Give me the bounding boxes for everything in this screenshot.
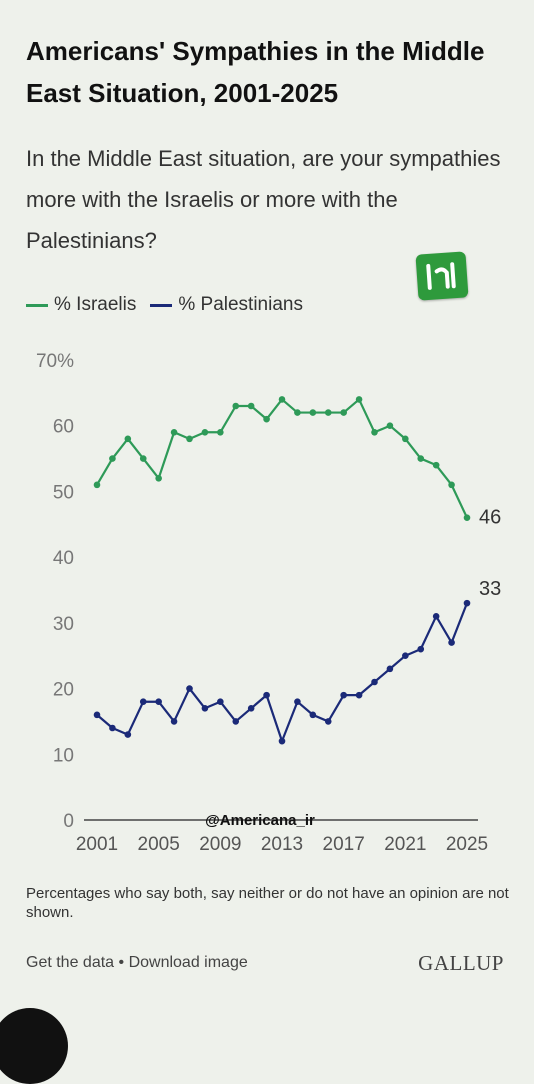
data-point-palestinians — [324, 718, 332, 725]
link-separator: • — [114, 954, 129, 971]
watermark-text: @Americana_ir — [205, 812, 315, 829]
data-point-israelis — [232, 402, 240, 410]
y-tick-label: 60 — [53, 417, 74, 438]
x-tick-label: 2017 — [323, 834, 365, 855]
chart-title: Americans' Sympathies in the Middle East… — [26, 36, 485, 108]
y-tick-label: 20 — [53, 680, 74, 701]
data-point-israelis — [109, 455, 116, 462]
data-point-israelis — [247, 402, 255, 410]
y-tick-label: 40 — [53, 548, 74, 569]
series-line-palestinians — [96, 602, 469, 743]
data-point-israelis — [355, 396, 363, 403]
data-point-palestinians — [247, 704, 255, 712]
data-point-palestinians — [155, 698, 162, 706]
data-point-israelis — [371, 428, 378, 436]
data-point-palestinians — [232, 718, 240, 725]
chart-subtitle: In the Middle East situation, are your s… — [26, 146, 501, 253]
legend-swatch-palestinians — [150, 303, 173, 307]
data-point-palestinians — [309, 711, 317, 719]
legend-item-israelis: % Israelis — [26, 294, 136, 316]
x-tick-label: 2013 — [261, 834, 303, 855]
data-point-israelis — [186, 435, 193, 443]
logo-badge-icon — [415, 251, 469, 301]
legend-item-palestinians: % Palestinians — [150, 294, 303, 316]
x-tick-label: 2009 — [199, 834, 241, 855]
end-label-israelis: 46 — [479, 507, 501, 529]
data-point-israelis — [402, 435, 409, 443]
data-point-palestinians — [432, 612, 440, 620]
data-point-israelis — [463, 514, 471, 522]
x-tick-label: 2025 — [446, 834, 488, 855]
footnote: Percentages who say both, say neither or… — [26, 885, 509, 921]
legend-swatch-israelis — [26, 303, 48, 307]
data-point-israelis — [155, 474, 162, 482]
data-point-palestinians — [93, 711, 101, 719]
data-point-palestinians — [294, 698, 301, 706]
data-point-israelis — [93, 481, 101, 489]
data-point-palestinians — [201, 704, 209, 712]
y-tick-label: 50 — [53, 482, 74, 503]
download-image-link[interactable]: Download image — [128, 954, 248, 971]
x-tick-label: 2005 — [138, 834, 180, 855]
data-point-israelis — [217, 428, 224, 436]
data-point-israelis — [417, 455, 425, 462]
avatar[interactable] — [0, 1008, 68, 1084]
data-point-palestinians — [463, 599, 471, 607]
data-point-palestinians — [124, 731, 132, 738]
legend-label-israelis: % Israelis — [54, 294, 137, 315]
series-line-israelis — [96, 398, 468, 519]
data-point-palestinians — [278, 737, 286, 745]
data-point-israelis — [386, 422, 394, 430]
data-point-israelis — [294, 409, 301, 416]
data-point-palestinians — [355, 691, 363, 699]
y-tick-label: 30 — [53, 614, 74, 635]
data-point-palestinians — [386, 665, 394, 673]
data-point-palestinians — [263, 691, 270, 699]
data-point-palestinians — [217, 698, 224, 706]
data-point-israelis — [263, 415, 270, 423]
data-point-palestinians — [109, 724, 116, 732]
data-point-palestinians — [402, 652, 409, 660]
data-point-palestinians — [371, 678, 378, 686]
data-point-israelis — [124, 435, 132, 443]
footer-links: Get the data • Download image — [26, 954, 248, 972]
data-point-israelis — [432, 461, 440, 469]
end-label-palestinians: 33 — [479, 578, 501, 600]
data-point-israelis — [340, 409, 347, 416]
data-point-israelis — [324, 409, 332, 416]
x-tick-label: 2001 — [76, 834, 118, 855]
data-point-palestinians — [417, 645, 425, 653]
data-point-israelis — [201, 428, 209, 436]
y-tick-label: 10 — [53, 745, 74, 766]
data-point-palestinians — [340, 691, 347, 699]
legend-label-palestinians: % Palestinians — [178, 294, 303, 315]
data-point-israelis — [278, 396, 286, 403]
x-tick-label: 2021 — [384, 834, 426, 855]
data-point-palestinians — [448, 639, 455, 646]
data-point-israelis — [448, 481, 455, 489]
data-point-israelis — [309, 409, 317, 416]
y-tick-label: 70% — [36, 351, 74, 372]
data-point-israelis — [170, 428, 178, 436]
data-point-palestinians — [186, 685, 193, 692]
get-data-link[interactable]: Get the data — [26, 954, 115, 971]
gallup-logo: GALLUP — [418, 951, 504, 975]
data-point-palestinians — [170, 718, 178, 725]
legend: % Israelis % Palestinians — [26, 293, 317, 317]
data-point-palestinians — [139, 698, 147, 706]
y-tick-label: 0 — [63, 811, 74, 832]
data-point-israelis — [139, 455, 147, 462]
